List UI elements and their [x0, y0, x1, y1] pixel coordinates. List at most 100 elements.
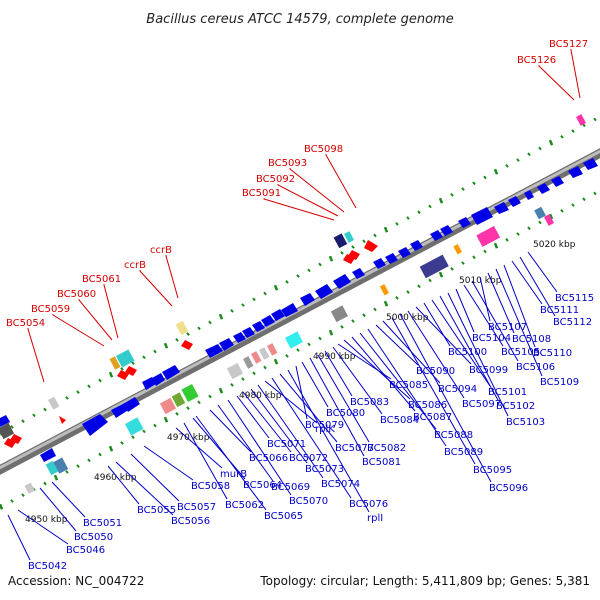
tick-mark	[197, 400, 201, 405]
kbp-label: 4980 kbp	[239, 391, 282, 401]
blue-gene-label: BC5105	[501, 347, 540, 358]
tick-mark	[362, 313, 366, 318]
tick-mark	[505, 164, 509, 168]
tick-mark	[406, 290, 410, 294]
tick-mark	[516, 232, 520, 236]
red-gene-label: BC5092	[256, 174, 295, 185]
blue-callout-line	[495, 268, 543, 377]
blue-callout-line	[115, 461, 174, 516]
blue-gene-label: BC5042	[28, 561, 67, 572]
tick-mark	[153, 349, 157, 354]
blue-callout-line	[343, 339, 411, 400]
tick-mark	[373, 307, 377, 312]
red-callout-line	[78, 299, 113, 341]
tick-mark	[472, 181, 476, 186]
tick-mark	[263, 291, 267, 296]
tick-mark	[571, 203, 575, 207]
tick-mark	[263, 365, 267, 370]
blue-callout-line	[250, 388, 308, 464]
blue-callout-line	[479, 276, 491, 322]
blue-gene-label: BC5079	[305, 420, 344, 431]
blue-callout-line	[423, 302, 451, 347]
red-gene-label: BC5061	[82, 274, 121, 285]
blue-gene-label: BC5106	[516, 362, 555, 373]
blue-gene-label: BC5112	[553, 317, 592, 328]
blue-gene-label: BC5086	[408, 400, 447, 411]
kbp-label: 4990 kbp	[313, 352, 356, 362]
blue-gene-label: BC5094	[438, 384, 477, 395]
red-gene-label: BC5054	[6, 318, 45, 329]
blue-gene-label: BC5073	[305, 464, 344, 475]
kbp-label: 4960 kbp	[94, 473, 137, 483]
blue-callout-line	[51, 481, 86, 518]
blue-gene-label: BC5087	[413, 412, 452, 423]
tick-mark	[296, 348, 300, 352]
tick-mark	[241, 303, 245, 307]
tick-mark	[328, 329, 334, 336]
red-callout-line	[570, 49, 581, 99]
blue-callout-line	[107, 465, 140, 505]
tick-mark	[483, 249, 487, 254]
tick-mark	[32, 413, 36, 418]
tick-mark	[351, 245, 355, 249]
blue-callout-line	[463, 284, 504, 347]
tick-mark	[163, 416, 169, 423]
blue-gene-label: BC5058	[191, 481, 230, 492]
tick-mark	[65, 470, 69, 474]
blue-gene-label: BC5082	[367, 443, 406, 454]
tick-mark	[340, 325, 344, 329]
red-callout-line	[165, 255, 179, 299]
tick-mark	[21, 493, 25, 497]
blue-callout-line	[511, 260, 543, 305]
tick-mark	[362, 239, 366, 244]
blue-gene-label: BC5064	[243, 480, 282, 491]
tick-mark	[328, 255, 334, 262]
red-gene-label: BC5127	[549, 39, 588, 50]
blue-callout-line	[209, 409, 252, 453]
red-gene-label: BC5093	[268, 158, 307, 169]
blue-gene-label: BC5101	[488, 387, 527, 398]
blue-gene-label: BC5107	[488, 322, 527, 333]
blue-callout-line	[236, 395, 270, 439]
tick-mark	[218, 313, 224, 320]
tick-mark	[527, 226, 531, 231]
blue-gene-label: BC5062	[225, 500, 264, 511]
tick-mark	[43, 481, 47, 486]
tick-mark	[438, 271, 444, 278]
tick-mark	[516, 158, 520, 162]
blue-callout-line	[242, 391, 292, 453]
tick-mark	[153, 423, 157, 428]
tick-mark	[108, 371, 114, 378]
blue-gene-label: BC5072	[289, 453, 328, 464]
blue-callout-line	[39, 487, 77, 532]
kbp-label: 5020 kbp	[533, 240, 576, 250]
tick-mark	[10, 425, 14, 429]
tick-mark	[131, 435, 135, 439]
tick-mark	[461, 261, 465, 265]
tick-mark	[230, 383, 234, 387]
red-callout-line	[263, 198, 335, 221]
kbp-label: 5000 kbp	[386, 313, 429, 323]
tick-mark	[0, 503, 4, 510]
tick-mark	[318, 262, 322, 267]
tick-mark	[76, 464, 80, 468]
blue-callout-line	[257, 384, 324, 479]
tick-mark	[461, 187, 465, 191]
tick-mark	[340, 251, 344, 255]
kbp-label: 4970 kbp	[167, 433, 210, 443]
tick-mark	[273, 284, 279, 291]
red-callout-line	[289, 168, 345, 213]
map-title: Bacillus cereus ATCC 14579, complete gen…	[146, 12, 453, 27]
red-gene-labels: BC5054BC5059BC5060BC5061ccrBccrBBC5091BC…	[6, 39, 588, 329]
tick-mark	[87, 384, 91, 389]
tick-mark	[450, 193, 454, 197]
tick-mark	[450, 267, 454, 271]
tick-mark	[98, 452, 102, 457]
tick-mark	[65, 396, 69, 400]
tick-mark	[241, 377, 245, 381]
blue-gene-label: rplI	[367, 513, 383, 524]
tick-mark	[98, 378, 102, 383]
red-gene-label: ccrB	[150, 245, 172, 256]
tick-mark	[175, 412, 179, 416]
